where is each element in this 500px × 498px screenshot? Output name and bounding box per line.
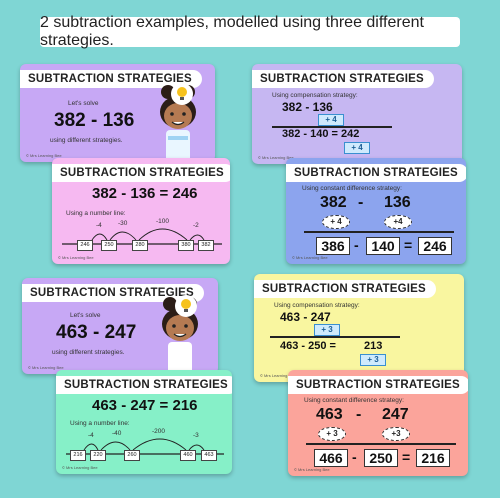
copyright: © Mrs Learning Bee [28,365,64,370]
comp-line: 382 - 140 = 242 [282,128,360,140]
comp-line-a: 463 - 250 = [280,340,336,352]
jump-label: -2 [193,222,199,229]
jump-label: -4 [96,222,102,229]
cd-answer-c: 246 [418,237,452,255]
numberline-box: 463 [201,450,217,461]
slide-header: SUBTRACTION STRATEGIES [254,280,436,298]
cd-equals: = [402,449,411,465]
comp-final-adjust: + 4 [344,142,370,154]
intro-problem: 463 - 247 [56,322,137,343]
cd-label: Using constant difference strategy: [304,397,404,404]
cd-answer-c: 216 [416,449,450,467]
comp-final-adjust: + 3 [360,354,386,366]
cd-divider [304,231,454,233]
comp-label: Using compensation strategy: [274,302,360,309]
numberline-label: Using a number line: [70,420,130,427]
copyright: © Mrs Learning Bee [258,155,294,160]
slide-intro-1: SUBTRACTION STRATEGIES Let's solve 382 -… [20,64,215,162]
slide-compensation-1: SUBTRACTION STRATEGIES Using compensatio… [252,64,462,164]
copyright: © Mrs Learning Bee [62,465,98,470]
cd-adjust-a: + 4 [322,215,350,229]
cd-answer-b: 140 [366,237,400,255]
equation: 382 - 136 = 246 [92,185,198,202]
cd-a: 382 [320,194,347,211]
intro-bottom: using different strategies. [50,137,123,144]
copyright: © Mrs Learning Bee [294,467,330,472]
slide-header: SUBTRACTION STRATEGIES [56,376,232,394]
copyright: © Mrs Learning Bee [292,255,328,260]
comp-divider [272,126,392,128]
numberline-box: 280 [132,240,148,251]
numberline-box: 246 [77,240,93,251]
slide-constant-difference-2: SUBTRACTION STRATEGIES Using constant di… [288,370,468,476]
comp-line-b: 213 [364,340,383,352]
cd-b: 247 [382,406,409,423]
slide-header: SUBTRACTION STRATEGIES [286,164,466,182]
intro-bottom: using different strategies. [52,349,125,356]
comp-problem: 382 - 136 [282,100,333,114]
banner: 2 subtraction examples, modelled using t… [40,14,460,49]
numberline-box: 382 [198,240,214,251]
cd-answer-a: 466 [314,449,348,467]
slide-intro-2: SUBTRACTION STRATEGIES Let's solve 463 -… [22,278,218,374]
copyright: © Mrs Learning Bee [58,255,94,260]
cd-divider [306,443,456,445]
cd-a: 463 [316,406,343,423]
copyright: © Mrs Learning Bee [260,373,296,378]
jump-label: -200 [152,428,166,435]
cd-label: Using constant difference strategy: [302,185,402,192]
slide-header: SUBTRACTION STRATEGIES [252,70,434,88]
copyright: © Mrs Learning Bee [26,153,62,158]
cd-adjust-b: +4 [384,215,412,229]
jump-label: -40 [112,430,122,437]
cd-minus-2: - [352,449,357,465]
jump-label: -4 [88,432,94,439]
slide-header: SUBTRACTION STRATEGIES [52,164,230,182]
intro-top: Let's solve [70,312,101,319]
numberline-box: 250 [101,240,117,251]
numberline-box: 460 [180,450,196,461]
comp-label: Using compensation strategy: [272,92,358,99]
girl-character-icon [162,297,198,374]
slide-numberline-2: SUBTRACTION STRATEGIES 463 - 247 = 216 U… [56,370,232,474]
cd-b: 136 [384,194,411,211]
slide-header: SUBTRACTION STRATEGIES [20,70,202,88]
slide-numberline-1: SUBTRACTION STRATEGIES 382 - 136 = 246 U… [52,158,230,264]
slide-header: SUBTRACTION STRATEGIES [288,376,468,394]
jump-label: -100 [156,218,170,225]
intro-top: Let's solve [68,100,99,107]
numberline-box: 260 [124,450,140,461]
comp-adjust: + 4 [318,114,344,126]
jump-label: -30 [118,220,128,227]
numberline-box: 220 [90,450,106,461]
jump-label: -3 [193,432,199,439]
intro-problem: 382 - 136 [54,110,135,131]
cd-minus-2: - [354,237,359,253]
cd-minus: - [358,194,364,211]
cd-answer-a: 386 [316,237,350,255]
cd-answer-b: 250 [364,449,398,467]
cd-adjust-a: + 3 [318,427,346,441]
cd-equals: = [404,237,413,253]
cd-adjust-b: +3 [382,427,410,441]
numberline-box: 216 [70,450,86,461]
comp-divider [270,336,400,338]
cd-minus: - [356,406,362,423]
comp-problem: 463 - 247 [280,310,331,324]
equation: 463 - 247 = 216 [92,397,198,414]
numberline-box: 380 [178,240,194,251]
comp-adjust: + 3 [314,324,340,336]
lightbulb-icon [175,295,197,317]
lightbulb-icon [171,83,193,105]
numberline-label: Using a number line: [66,210,126,217]
slide-header: SUBTRACTION STRATEGIES [22,284,204,302]
slide-compensation-2: SUBTRACTION STRATEGIES Using compensatio… [254,274,464,382]
slide-constant-difference-1: SUBTRACTION STRATEGIES Using constant di… [286,158,466,264]
